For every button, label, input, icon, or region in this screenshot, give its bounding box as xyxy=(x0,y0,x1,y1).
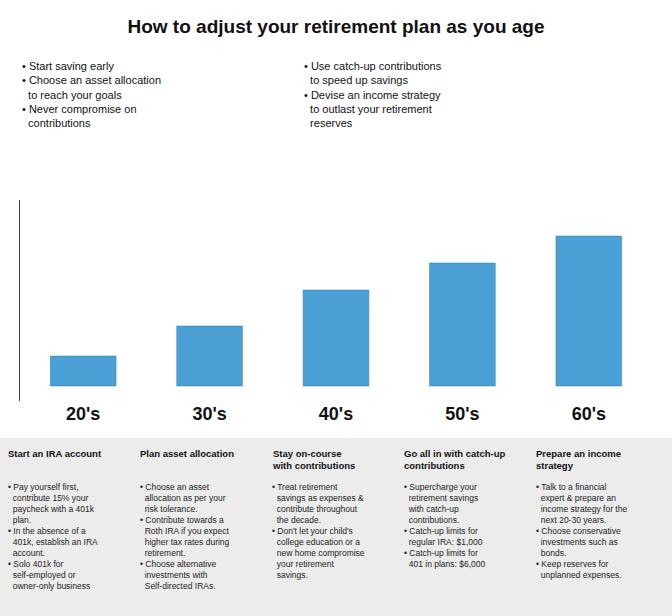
svg-text:Start an IRA account: Start an IRA account xyxy=(8,448,102,459)
svg-text:Plan asset allocation: Plan asset allocation xyxy=(140,448,234,459)
svg-text:Stay on-coursewith contributio: Stay on-coursewith contributions xyxy=(272,448,355,471)
svg-text:Go all in with catch-upcontrib: Go all in with catch-upcontributions xyxy=(404,448,506,471)
svg-text:• Use catch-up contributions: • Use catch-up contributions to speed up… xyxy=(304,60,442,129)
svg-text:40's: 40's xyxy=(319,404,353,424)
svg-text:30's: 30's xyxy=(192,404,226,424)
svg-text:20's: 20's xyxy=(66,404,100,424)
svg-text:• Supercharge your retirement: • Supercharge your retirement savings wi… xyxy=(404,482,486,569)
svg-text:• Treat retirement savings as: • Treat retirement savings as expenses &… xyxy=(272,482,365,580)
svg-text:• Choose an asset allocation: • Choose an asset allocation as per your… xyxy=(140,482,230,591)
svg-text:60's: 60's xyxy=(572,404,606,424)
svg-text:Prepare an incomestrategy: Prepare an incomestrategy xyxy=(536,448,621,471)
svg-text:• Pay yourself first, contrib: • Pay yourself first, contribute 15% you… xyxy=(8,482,98,591)
svg-text:• Start saving early• Choose a: • Start saving early• Choose an asset al… xyxy=(22,60,161,129)
svg-text:50's: 50's xyxy=(445,404,479,424)
svg-text:How to adjust your retirement: How to adjust your retirement plan as yo… xyxy=(127,16,544,37)
svg-text:• Talk to a financial expert: • Talk to a financial expert & prepare a… xyxy=(536,482,627,580)
